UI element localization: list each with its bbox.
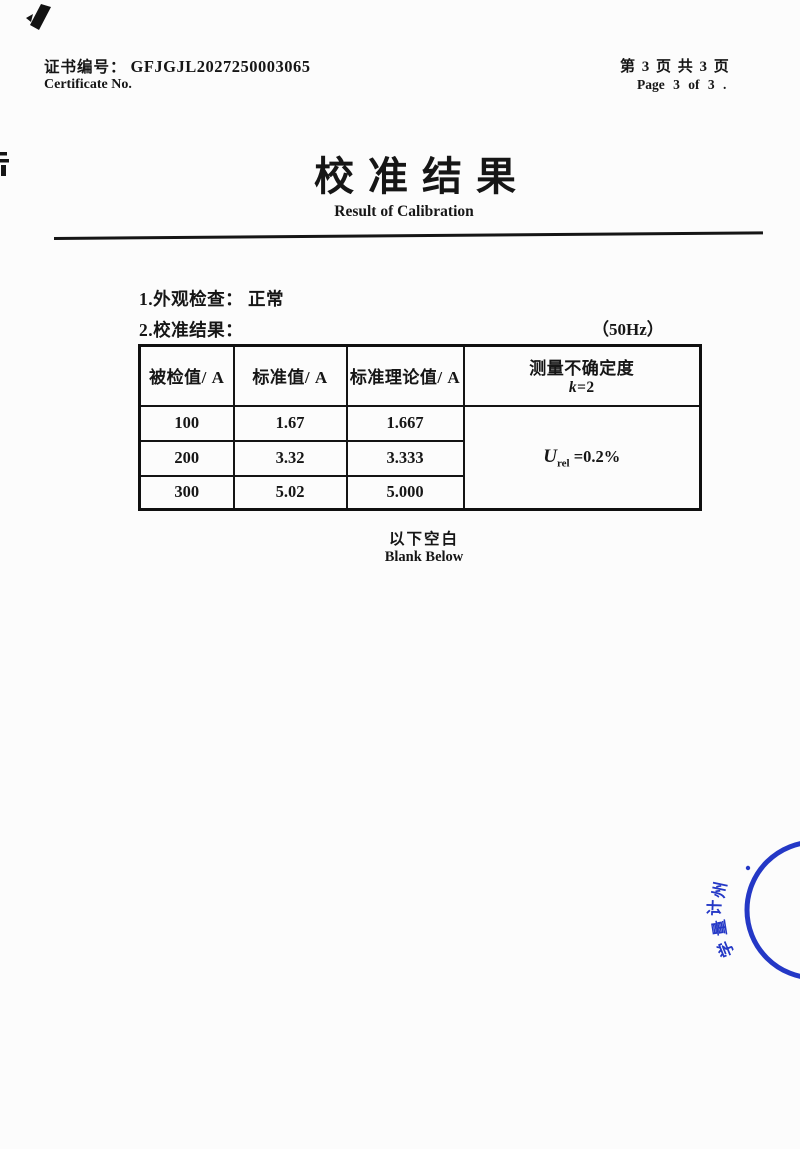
u-value: =0.2% [569, 446, 621, 466]
seal-char: 学 [714, 938, 738, 960]
uncertainty-title: 测量不确定度 [529, 359, 635, 379]
page-indicator-zh: 第 3 页 共 3 页 [620, 59, 731, 75]
blank-below-en: Blank Below [384, 549, 464, 565]
seal-inner-circle [744, 841, 800, 979]
cell-measured: 200 [138, 439, 235, 477]
cell-standard: 5.02 [232, 474, 348, 511]
cell-measured: 300 [138, 474, 235, 511]
header-theoretical-value: 标准理论值/ A [345, 344, 465, 407]
table-row: 300 5.02 5.000 [138, 474, 701, 511]
coverage-factor: k=2 [568, 379, 595, 397]
blank-below-zh: 以下空白 [388, 531, 459, 548]
title-divider-rule [53, 231, 763, 240]
page-title-en: Result of Calibration [334, 203, 474, 220]
cell-standard: 1.67 [232, 404, 348, 442]
seal-char: 量 [710, 918, 730, 937]
table-row: 100 1.67 1.667 Urel =0.2% [138, 404, 702, 511]
frequency-note: （50Hz） [592, 320, 664, 339]
cell-theoretical: 3.333 [345, 439, 465, 477]
scan-ink-mark-top-left [26, 4, 51, 30]
seal-char: 州 [709, 880, 730, 900]
cell-theoretical: 5.000 [345, 474, 465, 511]
cell-uncertainty-merged: Urel =0.2% [462, 404, 702, 511]
cell-standard: 3.32 [232, 439, 348, 477]
visual-inspection-line: 1.外观检查： 正常 [139, 289, 284, 309]
u-subscript: rel [556, 456, 570, 469]
certificate-number-value: GFJGJL2027250003065 [130, 57, 311, 76]
cell-measured: 100 [138, 404, 235, 442]
certificate-number-label-zh: 证书编号： [44, 59, 127, 76]
calibration-result-line: 2.校准结果： [139, 320, 244, 340]
cell-theoretical: 1.667 [345, 404, 465, 442]
table-header-row: 被检值/ A 标准值/ A 标准理论值/ A 测量不确定度 k=2 [138, 344, 702, 407]
certificate-number-label-en: Certificate No. [44, 77, 132, 92]
seal-dot [745, 865, 751, 871]
header-measured-value: 被检值/ A [138, 344, 235, 407]
official-seal-partial: 州 计 量 学 [705, 841, 800, 979]
page-title-zh: 校准结果 [314, 154, 530, 199]
seal-char: 计 [705, 899, 725, 916]
header-uncertainty: 测量不确定度 k=2 [462, 344, 702, 407]
scan-partial-glyph-left-edge [0, 152, 9, 176]
table-row: 200 3.32 3.333 [138, 439, 701, 477]
header-standard-value: 标准值/ A [232, 344, 348, 407]
certificate-number-line: 证书编号： GFJGJL2027250003065 [44, 55, 311, 77]
u-symbol: U [543, 445, 557, 467]
calibration-results-table: 被检值/ A 标准值/ A 标准理论值/ A 测量不确定度 k=2 100 1.… [138, 344, 702, 511]
page-indicator-en: Page 3 of 3 . [637, 77, 727, 92]
